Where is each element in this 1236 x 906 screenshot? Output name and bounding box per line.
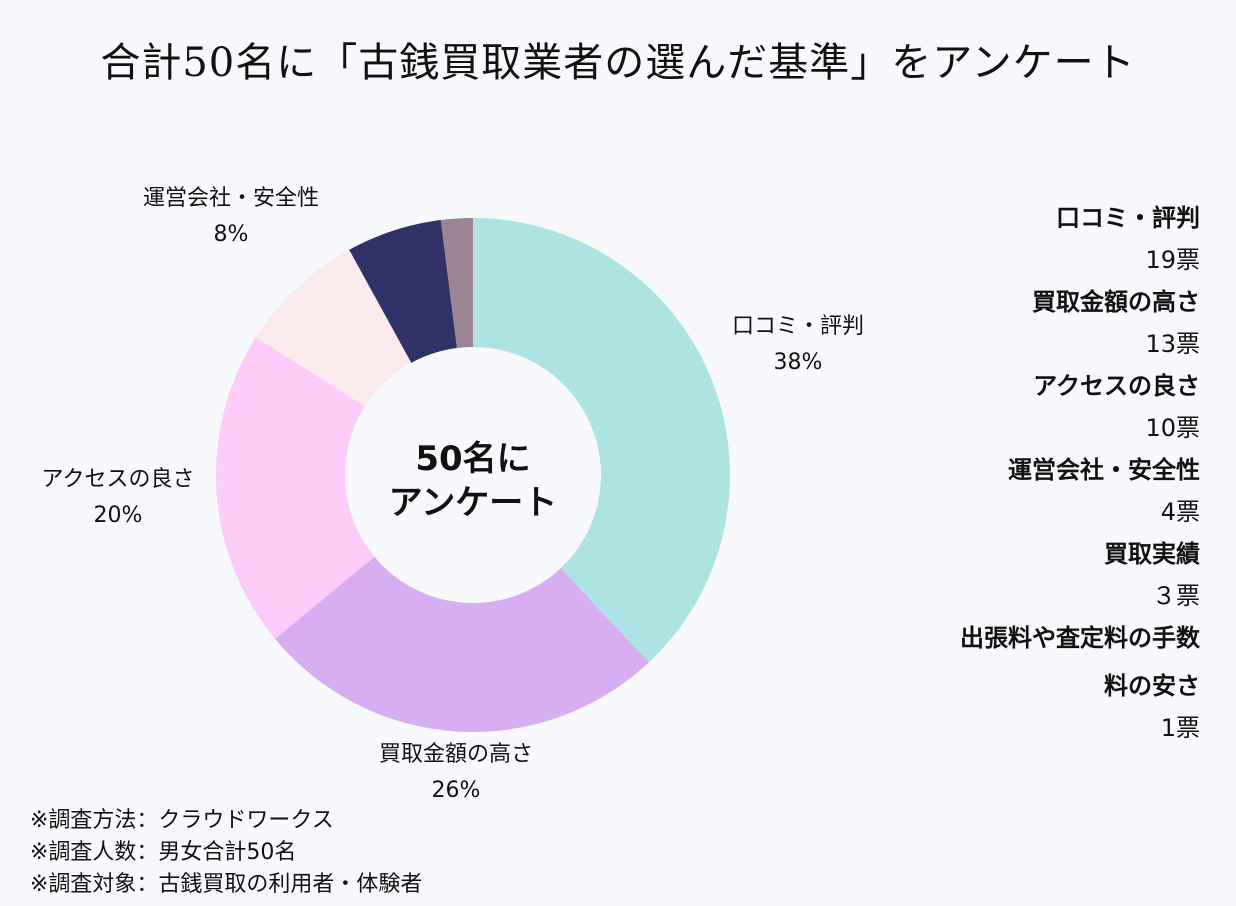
legend-votes: 4票 xyxy=(1160,498,1200,526)
slice-company xyxy=(256,249,412,407)
legend-item-track-record: 買取実績 ３票 xyxy=(870,534,1200,618)
slice-fees xyxy=(440,218,473,349)
legend-label: アクセスの良さ xyxy=(1033,372,1200,400)
legend-item-access: アクセスの良さ 10票 xyxy=(870,366,1200,450)
legend: 口コミ・評判 19票 買取金額の高さ 13票 アクセスの良さ 10票 運営会社・… xyxy=(870,198,1200,750)
legend-item-fees: 出張料や査定料の手数 料の安さ 1票 xyxy=(870,618,1200,750)
slice-percent-company: 8% xyxy=(214,222,249,247)
slice-percent-reviews: 38% xyxy=(774,350,823,375)
legend-label: 買取金額の高さ xyxy=(1032,288,1200,316)
slice-percent-access: 20% xyxy=(94,503,143,528)
slice-label-price: 買取金額の高さ xyxy=(379,742,533,767)
note-respondents: ※調査人数：男女合計50名 xyxy=(30,840,297,865)
survey-notes: ※調査方法：クラウドワークス ※調査人数：男女合計50名 ※調査対象：古銭買取の… xyxy=(30,805,422,901)
legend-label: 買取実績 xyxy=(1104,540,1200,568)
legend-label: 出張料や査定料の手数 xyxy=(960,624,1200,652)
slice-reviews xyxy=(473,218,731,663)
legend-item-company: 運営会社・安全性 4票 xyxy=(870,450,1200,534)
legend-votes: 19票 xyxy=(1145,246,1200,274)
legend-votes: ３票 xyxy=(1152,582,1200,610)
slice-label-access: アクセスの良さ xyxy=(42,467,195,492)
slice-label-reviews: 口コミ・評判 xyxy=(732,314,864,339)
slice-percent-price: 26% xyxy=(432,778,481,803)
slice-price xyxy=(274,556,649,732)
center-label-line: 50名に xyxy=(415,439,530,479)
chart-title: 合計50名に「古銭買取業者の選んだ基準」をアンケート xyxy=(100,40,1136,86)
note-target: ※調査対象：古銭買取の利用者・体験者 xyxy=(30,872,423,897)
slice-track-record xyxy=(349,220,457,363)
slice-access xyxy=(215,337,375,639)
center-label-line: アンケート xyxy=(389,483,558,523)
legend-item-price: 買取金額の高さ 13票 xyxy=(870,282,1200,366)
legend-label: 運営会社・安全性 xyxy=(1008,456,1200,484)
legend-item-reviews: 口コミ・評判 19票 xyxy=(870,198,1200,282)
slice-label-company: 運営会社・安全性 xyxy=(143,186,319,211)
legend-label: 口コミ・評判 xyxy=(1056,204,1200,232)
legend-votes: 13票 xyxy=(1145,330,1200,358)
legend-votes: 10票 xyxy=(1145,414,1200,442)
note-method: ※調査方法：クラウドワークス xyxy=(30,808,334,833)
legend-label-continued: 料の安さ xyxy=(1104,672,1200,700)
legend-votes: 1票 xyxy=(1160,714,1200,742)
